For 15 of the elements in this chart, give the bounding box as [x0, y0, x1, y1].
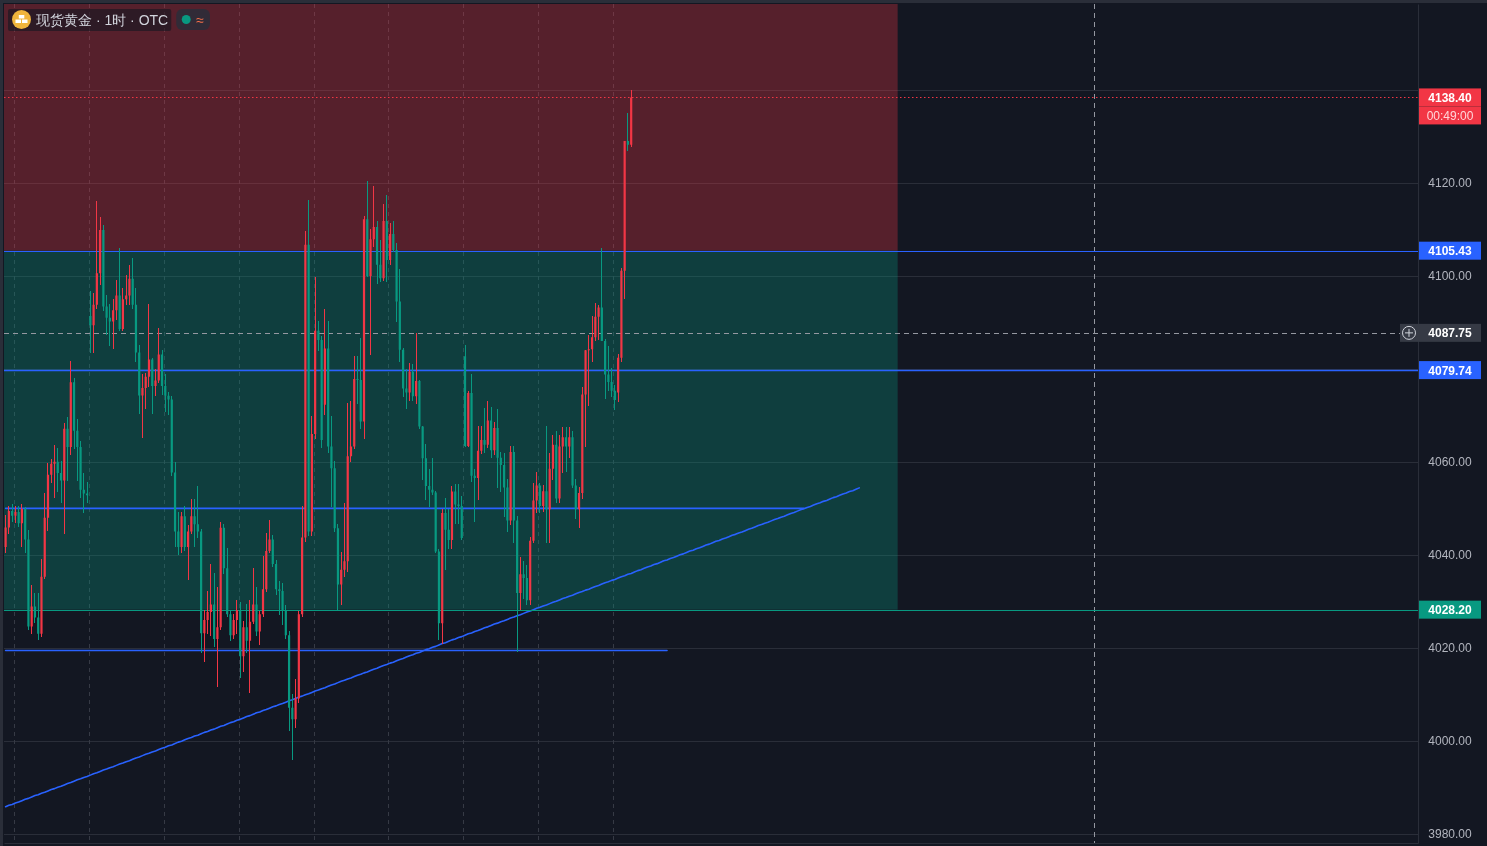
y-tick-label: 4120.00 [1428, 176, 1473, 191]
ref-line-label: 4079.74 [1428, 363, 1473, 378]
y-tick-label: 4040.00 [1428, 548, 1473, 563]
text: 00:49:00 [1426, 108, 1474, 123]
ref-line-label: 4138.40 [1428, 90, 1473, 105]
ref-line-label: 4028.20 [1428, 603, 1473, 618]
y-tick-label: 3980.00 [1428, 827, 1473, 842]
y-tick-label: 4020.00 [1428, 641, 1473, 656]
y-tick-label: 4000.00 [1428, 734, 1473, 749]
ref-line-label: 4105.43 [1428, 244, 1473, 259]
text: 现货黄金 · 1时 · OTC [36, 12, 169, 28]
ref-line-label: 4087.75 [1428, 326, 1473, 341]
y-tick-label: 4100.00 [1428, 269, 1473, 284]
y-tick-label: 4060.00 [1428, 455, 1473, 470]
annotation: ≈ [196, 11, 205, 28]
